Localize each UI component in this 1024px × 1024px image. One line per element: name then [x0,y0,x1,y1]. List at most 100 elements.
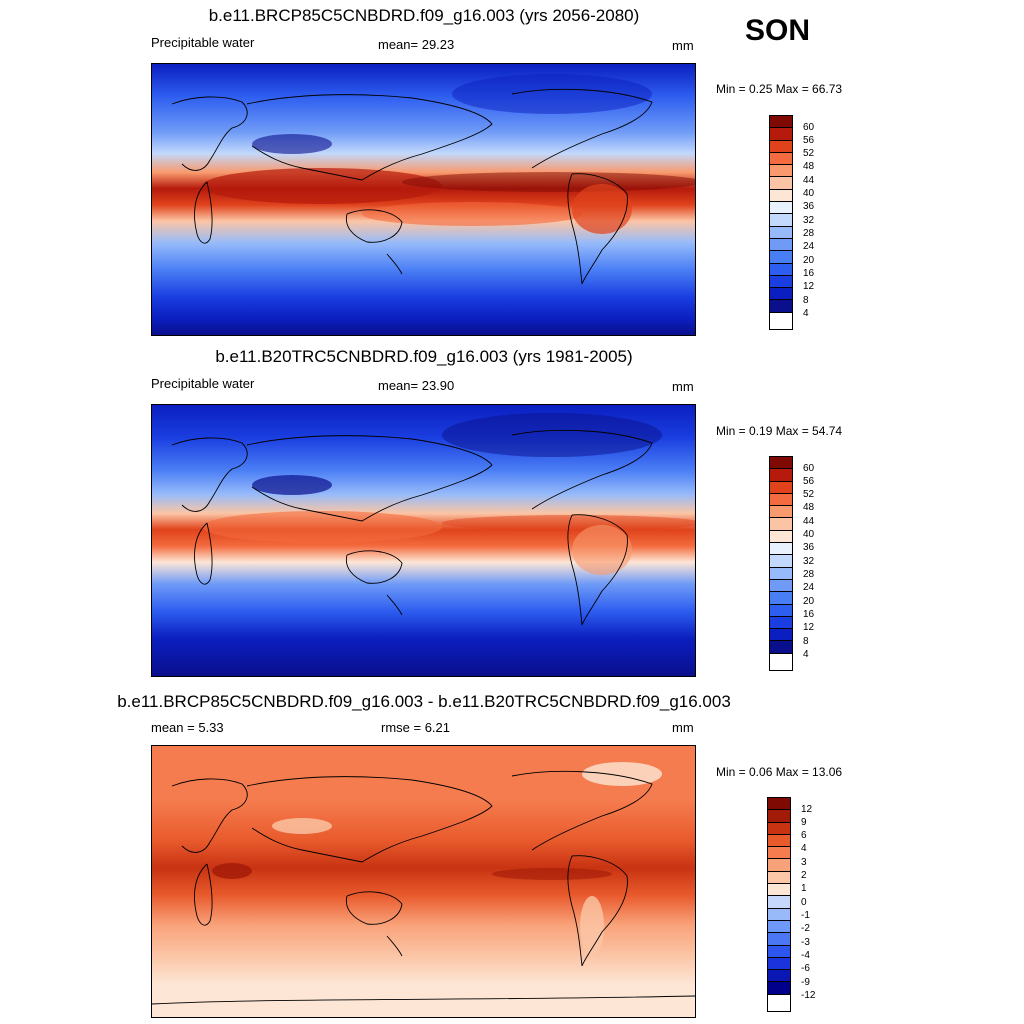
colorbar-box [770,518,792,531]
colorbar-box [770,116,792,129]
colorbar-box [770,238,792,252]
panel1-coastlines [171,88,653,285]
panel3-colorbar-label: 4 [801,843,807,854]
panel3-colorbar-label: 12 [801,804,813,815]
panel1-colorbar-label: 20 [803,255,815,266]
panel2-units: mm [672,379,694,394]
panel3-colorbar-label: -4 [801,950,810,961]
season-label: SON [745,14,811,47]
colorbar-box [770,469,792,482]
colorbar-box [768,920,790,934]
panel1-colorbar-label: 48 [803,161,815,172]
colorbar-box [768,834,790,848]
panel2-colorbar-label: 16 [803,609,815,620]
panel1-colorbar-label: 12 [803,281,815,292]
panel2-colorbar-labels: 60 56 52 48 44 40 36 32 28 24 20 16 12 8… [803,456,833,669]
colorbar-box [770,457,792,470]
panel1-colorbar-labels: 60 56 52 48 44 40 36 32 28 24 20 16 12 8… [803,115,833,328]
panel1-colorbar-label: 44 [803,175,815,186]
colorbar-box [770,530,792,544]
colorbar-box [768,871,790,885]
panel3-colorbar-label: -6 [801,963,810,974]
colorbar-box [770,214,792,227]
panel2-colorbar-label: 24 [803,582,815,593]
panel1-colorbar-label: 36 [803,201,815,212]
colorbar-box [770,604,792,617]
colorbar-box [770,152,792,166]
panel1-colorbar-label: 40 [803,188,815,199]
panel1-map [151,63,696,336]
panel2-colorbar-label: 12 [803,622,815,633]
panel1-colorbar [769,115,793,330]
panel3-units: mm [672,720,694,735]
panel2-colorbar-label: 52 [803,489,815,500]
colorbar-box [770,567,792,580]
colorbar-box [768,884,790,897]
panel2-colorbar-label: 36 [803,542,815,553]
panel1-colorbar-label: 4 [803,308,809,319]
colorbar-box [768,933,790,946]
panel1-colorbar-label: 60 [803,122,815,133]
colorbar-box [770,555,792,568]
panel3-colorbar-label: 6 [801,830,807,841]
panel3-colorbar-label: -3 [801,937,810,948]
panel3-coastlines [152,770,695,1005]
panel3-colorbar-label: 2 [801,870,807,881]
colorbar-box [770,616,792,630]
colorbar-box [770,506,792,519]
colorbar-box [770,543,792,556]
colorbar-box [770,140,792,153]
panel1-colorbar-label: 28 [803,228,815,239]
colorbar-box [768,957,790,971]
colorbar-box [770,592,792,605]
colorbar-box [768,970,790,983]
colorbar-box [768,810,790,823]
panel2-colorbar-label: 4 [803,649,809,660]
colorbar-box [770,189,792,203]
panel1-colorbar-label: 56 [803,135,815,146]
panel1-field [152,64,695,335]
panel3-mean: mean = 5.33 [151,720,224,735]
colorbar-box [770,251,792,264]
panel2-variable: Precipitable water [151,376,255,391]
colorbar-box [770,300,792,313]
colorbar-box [770,263,792,276]
colorbar-box [768,859,790,872]
panel1-variable: Precipitable water [151,35,255,50]
panel3-colorbar-label: 9 [801,817,807,828]
panel3-colorbar-label: -2 [801,923,810,934]
colorbar-box [770,579,792,593]
panel3-field [152,746,695,1017]
panel2-colorbar-label: 8 [803,636,809,647]
panel2-colorbar-label: 32 [803,556,815,567]
panel3-colorbar-label: -1 [801,910,810,921]
panel1-colorbar-label: 16 [803,268,815,279]
panel1-colorbar-label: 8 [803,295,809,306]
colorbar-box [768,896,790,909]
panel1-colorbar-label: 52 [803,148,815,159]
colorbar-box [770,202,792,215]
colorbar-box [768,822,790,835]
panel2-field [152,405,695,676]
colorbar-box [770,493,792,507]
colorbar-box [770,165,792,178]
panel3-title: b.e11.BRCP85C5CNBDRD.f09_g16.003 - b.e11… [117,692,731,711]
colorbar-box [768,847,790,860]
colorbar-box [768,982,790,995]
colorbar-box [770,641,792,654]
colorbar-box [768,908,790,921]
panel3-colorbar-label: 1 [801,883,807,894]
panel3-colorbar-label: -9 [801,977,810,988]
panel1-colorbar-label: 32 [803,215,815,226]
colorbar-box [770,481,792,494]
panel2-colorbar-label: 40 [803,529,815,540]
panel2-title: b.e11.B20TRC5CNBDRD.f09_g16.003 (yrs 198… [215,347,633,366]
panel2-colorbar-label: 48 [803,502,815,513]
panel3-minmax: Min = 0.06 Max = 13.06 [716,765,843,779]
panel3-colorbar-label: 0 [801,897,807,908]
panel2-colorbar-label: 20 [803,596,815,607]
panel2-mean: mean= 23.90 [378,378,455,393]
panel3-colorbar-labels: 12 9 6 4 3 2 1 0 -1 -2 -3 -4 -6 -9 -12 [801,797,831,1010]
panel1-mean: mean= 29.23 [378,37,455,52]
panel1-colorbar-label: 24 [803,241,815,252]
